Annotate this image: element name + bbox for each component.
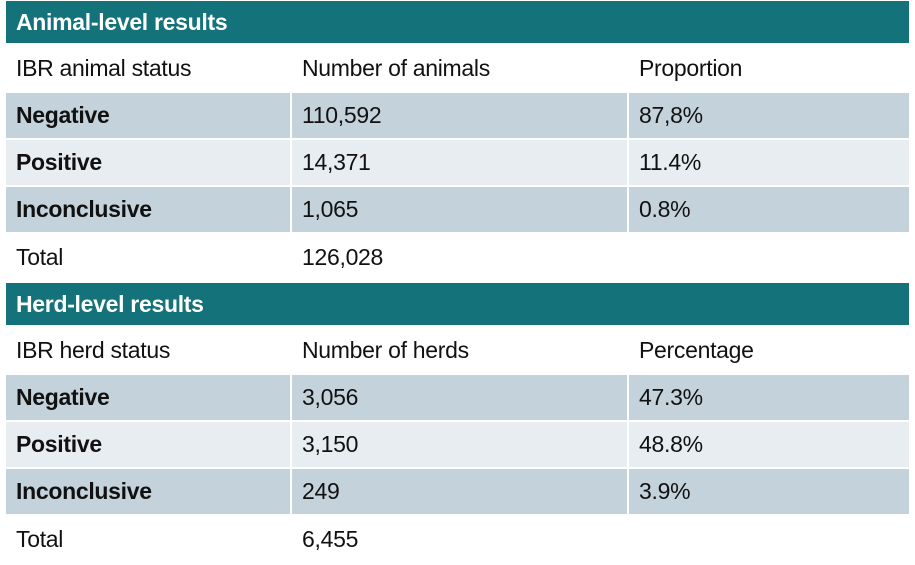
table-row: Inconclusive 249 3.9% — [6, 468, 910, 516]
animal-level-title: Animal-level results — [6, 1, 910, 45]
status-cell: Negative — [6, 374, 292, 422]
percentage-cell: 3.9% — [628, 468, 910, 516]
table-row: Inconclusive 1,065 0.8% — [6, 186, 910, 234]
total-value: 126,028 — [291, 233, 629, 283]
ibr-results-table: Animal-level results IBR animal status N… — [6, 1, 910, 565]
ibr-results-table-container: Animal-level results IBR animal status N… — [6, 1, 910, 565]
count-cell: 110,592 — [291, 92, 629, 140]
column-header-herd-status: IBR herd status — [6, 326, 292, 375]
column-header-proportion: Proportion — [628, 44, 910, 93]
herd-level-total-row: Total 6,455 — [6, 515, 910, 565]
proportion-cell: 87,8% — [628, 92, 910, 140]
animal-level-total-row: Total 126,028 — [6, 233, 910, 283]
total-share — [628, 233, 910, 283]
herd-level-section-header: Herd-level results — [6, 282, 910, 327]
count-cell: 3,150 — [291, 421, 629, 469]
total-label: Total — [6, 515, 292, 565]
total-value: 6,455 — [291, 515, 629, 565]
table-row: Negative 110,592 87,8% — [6, 92, 910, 140]
status-cell: Negative — [6, 92, 292, 140]
table-row: Positive 3,150 48.8% — [6, 421, 910, 469]
column-header-percentage: Percentage — [628, 326, 910, 375]
animal-level-column-headers: IBR animal status Number of animals Prop… — [6, 44, 910, 93]
count-cell: 1,065 — [291, 186, 629, 234]
herd-level-column-headers: IBR herd status Number of herds Percenta… — [6, 326, 910, 375]
column-header-number-of-herds: Number of herds — [291, 326, 629, 375]
status-cell: Positive — [6, 421, 292, 469]
count-cell: 249 — [291, 468, 629, 516]
percentage-cell: 47.3% — [628, 374, 910, 422]
percentage-cell: 48.8% — [628, 421, 910, 469]
herd-level-title: Herd-level results — [6, 282, 910, 327]
total-share — [628, 515, 910, 565]
status-cell: Positive — [6, 139, 292, 187]
column-header-number-of-animals: Number of animals — [291, 44, 629, 93]
proportion-cell: 0.8% — [628, 186, 910, 234]
status-cell: Inconclusive — [6, 186, 292, 234]
table-row: Negative 3,056 47.3% — [6, 374, 910, 422]
column-header-animal-status: IBR animal status — [6, 44, 292, 93]
table-row: Positive 14,371 11.4% — [6, 139, 910, 187]
proportion-cell: 11.4% — [628, 139, 910, 187]
status-cell: Inconclusive — [6, 468, 292, 516]
total-label: Total — [6, 233, 292, 283]
count-cell: 3,056 — [291, 374, 629, 422]
animal-level-section-header: Animal-level results — [6, 1, 910, 45]
count-cell: 14,371 — [291, 139, 629, 187]
